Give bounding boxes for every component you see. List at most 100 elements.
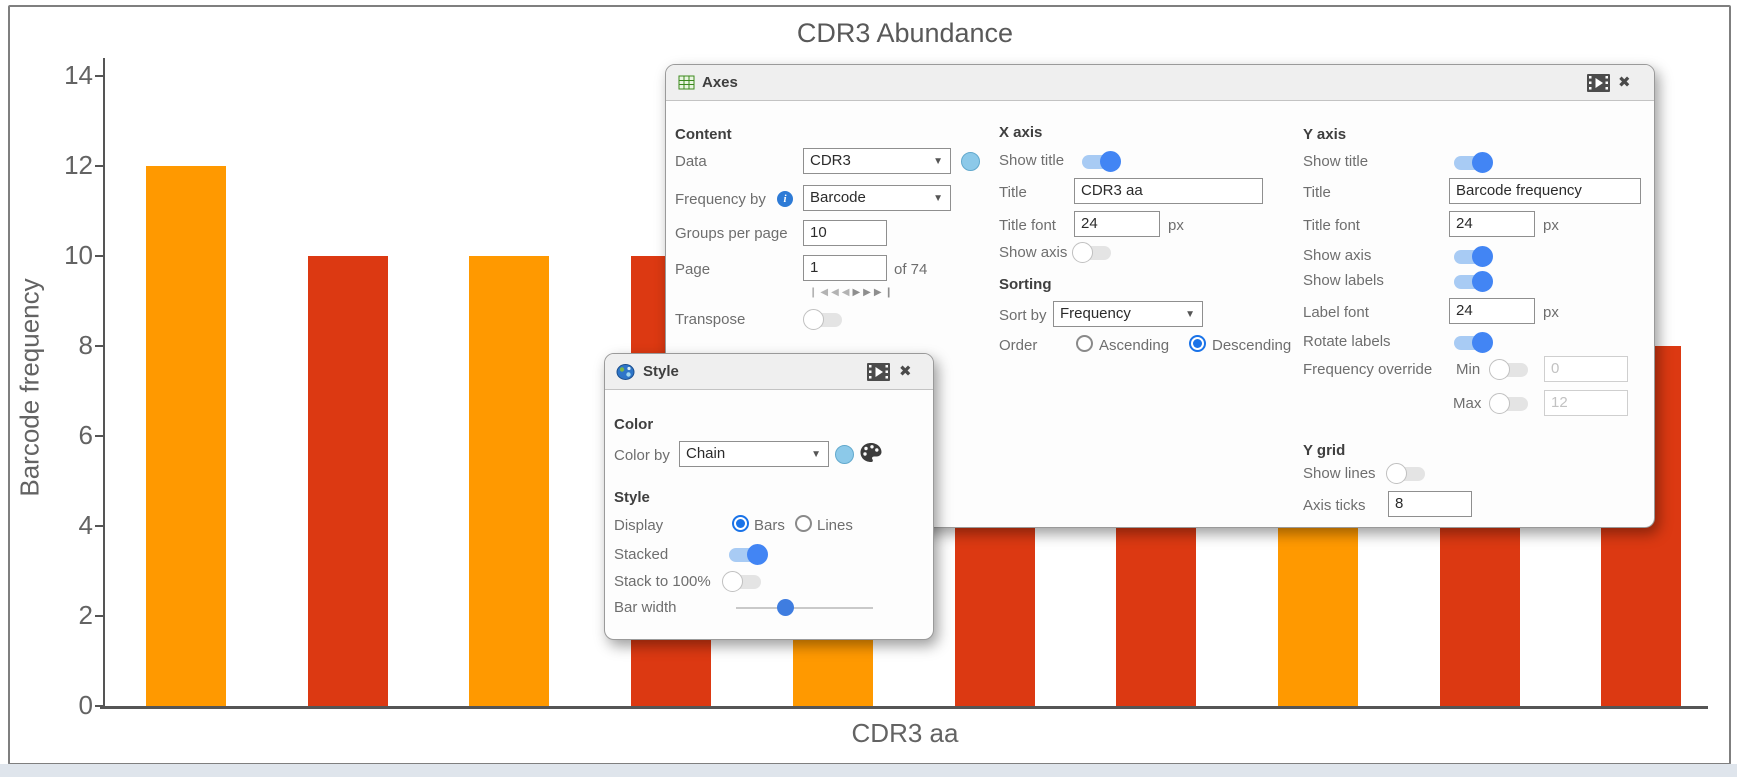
style-panel: Style ✖ Color Color by Chain ▼ Style Disp… [604,353,934,640]
x-title-font-unit: px [1168,217,1184,234]
y-show-labels-label: Show labels [1303,272,1384,289]
transpose-toggle[interactable] [803,309,842,330]
animate-filmstrip-icon[interactable] [867,363,890,386]
y-label-font-label: Label font [1303,304,1369,321]
x-title-font-input[interactable]: 24 [1074,211,1160,237]
max-toggle[interactable] [1489,393,1528,414]
style-palette-icon [616,363,636,386]
frequency-by-label: Frequency by [675,191,766,208]
stack-100-label: Stack to 100% [614,573,711,590]
style-heading: Style [614,489,650,506]
max-input[interactable]: 12 [1544,390,1628,416]
x-axis-line [100,706,1708,709]
page-label: Page [675,261,711,278]
order-label: Order [999,337,1038,354]
y-tick-mark [95,435,104,437]
groups-per-page-input[interactable]: 10 [803,220,887,246]
palette-picker-icon[interactable] [859,442,883,470]
y-title-font-input[interactable]: 24 [1449,211,1535,237]
transpose-label: Transpose [675,311,746,328]
x-title-font-label: Title font [999,217,1056,234]
sort-by-label: Sort by [999,307,1047,324]
display-lines-radio[interactable] [795,515,812,532]
style-panel-header[interactable]: Style ✖ [605,354,933,390]
info-icon[interactable]: i [777,191,793,207]
pager-prev-icon: ◀◀ [831,287,853,298]
color-by-label: Color by [614,447,670,464]
min-label: Min [1456,361,1481,378]
order-ascending-label: Ascending [1099,337,1170,354]
y-title-font-unit: px [1543,217,1559,234]
chevron-down-icon: ▼ [933,193,943,204]
y-tick-label: 4 [78,510,93,540]
display-lines-label: Lines [817,517,853,534]
x-axis-title: CDR3 aa [851,718,959,748]
stacked-toggle[interactable] [729,544,768,565]
data-color-dot[interactable] [961,152,980,171]
animate-filmstrip-icon[interactable] [1587,74,1610,97]
y-tick-label: 6 [78,420,93,450]
y-show-axis-label: Show axis [1303,247,1372,264]
y-label-font-unit: px [1543,304,1559,321]
data-label: Data [675,153,707,170]
chevron-down-icon: ▼ [1185,309,1195,320]
show-lines-toggle[interactable] [1386,463,1425,484]
axes-close-icon[interactable]: ✖ [1618,74,1631,91]
axis-ticks-input[interactable]: 8 [1388,491,1472,517]
y-tick-label: 12 [64,150,93,180]
y-show-title-label: Show title [1303,153,1369,170]
bar-width-slider[interactable] [736,599,873,616]
y-show-labels-toggle[interactable] [1454,271,1493,292]
page-input[interactable]: 1 [803,255,887,281]
axes-panel-header[interactable]: Axes ✖ [666,65,1654,101]
y-tick-mark [95,255,104,257]
y-tick-label: 14 [64,60,93,90]
color-dot[interactable] [835,445,854,464]
y-title-font-label: Title font [1303,217,1360,234]
color-by-select[interactable]: Chain ▼ [679,441,829,467]
display-bars-radio[interactable] [732,515,749,532]
page-total-label: of 74 [894,261,928,278]
frequency-override-label: Frequency override [1303,361,1433,378]
x-show-title-label: Show title [999,152,1065,169]
frequency-by-select[interactable]: Barcode ▼ [803,185,951,211]
y-rotate-labels-label: Rotate labels [1303,333,1391,350]
y-tick-mark [95,345,104,347]
y-axis-heading: Y axis [1303,126,1347,143]
y-show-axis-toggle[interactable] [1454,246,1493,267]
x-title-input[interactable]: CDR3 aa [1074,178,1263,204]
y-tick-label: 10 [64,240,93,270]
bar-width-slider-knob[interactable] [777,599,795,616]
style-close-icon[interactable]: ✖ [899,363,912,380]
y-show-title-toggle[interactable] [1454,152,1493,173]
sorting-heading: Sorting [999,276,1052,293]
x-show-axis-toggle[interactable] [1072,242,1111,263]
show-lines-label: Show lines [1303,465,1376,482]
axes-panel: Axes ✖ Content Data CDR3 ▼ Frequency by i… [665,64,1655,528]
display-bars-label: Bars [754,517,785,534]
y-tick-mark [95,705,104,707]
min-toggle[interactable] [1489,359,1528,380]
x-axis-heading: X axis [999,124,1043,141]
chart-title: CDR3 Abundance [796,18,1014,48]
stack-100-toggle[interactable] [722,571,761,592]
order-descending-radio[interactable] [1189,335,1206,352]
y-title-label: Title [1303,184,1331,201]
y-tick-mark [95,75,104,77]
pager-first-icon: ❙◀ [809,287,832,298]
order-ascending-radio[interactable] [1076,335,1093,352]
y-label-font-input[interactable]: 24 [1449,298,1535,324]
pager-next-icon: ▶▶ [852,287,874,298]
page-pager[interactable]: ❙◀◀◀▶▶▶❙ [809,287,896,298]
y-grid-heading: Y grid [1303,442,1346,459]
axes-grid-icon [678,75,695,96]
pager-last-icon: ▶❙ [873,287,896,298]
color-heading: Color [614,416,654,433]
y-tick-mark [95,615,104,617]
sort-by-select[interactable]: Frequency ▼ [1053,301,1203,327]
y-title-input[interactable]: Barcode frequency [1449,178,1641,204]
x-show-title-toggle[interactable] [1082,151,1121,172]
min-input[interactable]: 0 [1544,356,1628,382]
data-select[interactable]: CDR3 ▼ [803,148,951,174]
y-rotate-labels-toggle[interactable] [1454,332,1493,353]
